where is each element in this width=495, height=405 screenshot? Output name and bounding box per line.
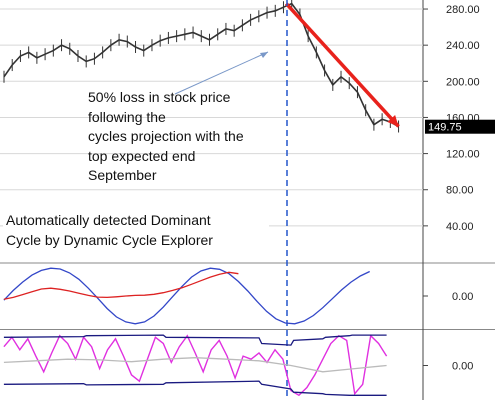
oscillator-average-line: [3, 357, 387, 373]
y-tick-label: 240.00: [446, 40, 480, 52]
y-tick-label: 0.00: [452, 361, 473, 373]
y-tick-label: 40.00: [446, 221, 474, 233]
y-tick-label: 120.00: [446, 149, 480, 161]
loss-annotation: 50% loss in stock price following the cy…: [88, 89, 244, 183]
last-price-label: 149.75: [428, 122, 462, 134]
y-tick-label: 0.00: [452, 291, 473, 303]
lower-band-line: [3, 380, 387, 396]
trend-arrow-head: [387, 114, 399, 127]
y-tick-label: 80.00: [446, 185, 474, 197]
last-price-tag: [425, 119, 495, 134]
oscillator-line: [3, 334, 388, 397]
cycle-signal-line: [3, 271, 239, 300]
y-tick-label: 200.00: [446, 76, 480, 88]
y-tick-label: 280.00: [446, 4, 480, 16]
pointer-arrow-head: [260, 52, 268, 58]
dominant-cycle-line: [3, 267, 370, 325]
pointer-line: [174, 51, 269, 95]
upper-band-line: [3, 334, 387, 346]
detector-annotation: Automatically detected Dominant Cycle by…: [3, 211, 269, 250]
trend-arrow: [284, 2, 400, 128]
